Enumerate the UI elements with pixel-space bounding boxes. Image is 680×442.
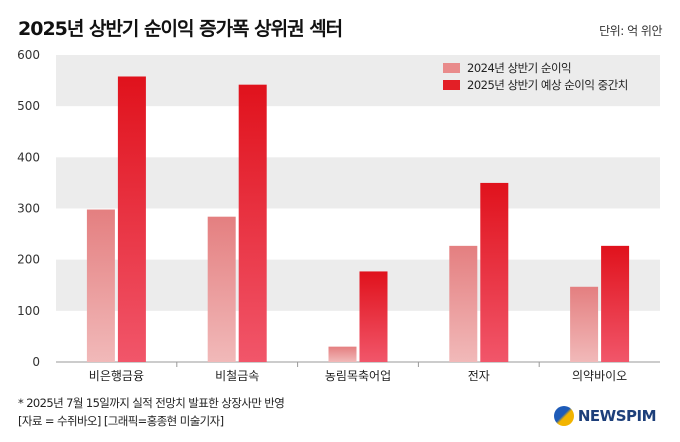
x-tick-label: 비은행금융 [89, 368, 144, 383]
bar-2024-3 [449, 245, 478, 362]
x-tick-label: 비철금속 [215, 369, 259, 383]
bar-2024-0 [86, 209, 115, 362]
unit-label: 단위: 억 위안 [599, 24, 662, 38]
bar-2025-4 [601, 245, 630, 362]
bar-2024-4 [570, 286, 599, 362]
x-tick-label: 전자 [468, 369, 490, 383]
y-tick-label: 200 [17, 253, 40, 267]
legend: 2024년 상반기 순이익 2025년 상반기 예상 순이익 중간치 [443, 61, 628, 92]
y-tick-label: 300 [17, 202, 40, 216]
x-tick-label: 농림목축어업 [325, 369, 391, 383]
bar-2025-0 [117, 76, 146, 363]
legend-swatch-0 [443, 63, 460, 73]
y-tick-label: 600 [17, 48, 40, 62]
y-tick-label: 0 [32, 355, 40, 369]
x-axis-labels: 비은행금융 비철금속 농림목축어업 전자 의약바이오 [89, 362, 627, 383]
grid-band [56, 157, 660, 209]
x-tick-label: 의약바이오 [572, 368, 627, 383]
chart-title: 2025년 상반기 순이익 증가폭 상위권 섹터 [18, 18, 343, 40]
source-credit: [자료 = 수쥐바오] [그래픽=홍종현 미술기자] [18, 414, 224, 428]
newspim-logo-icon [553, 406, 574, 426]
grid-bands [56, 55, 660, 363]
y-tick-label: 400 [17, 150, 40, 164]
footnote: * 2025년 7월 15일까지 실적 전망치 발표한 상장사만 반영 [18, 396, 285, 410]
y-tick-label: 100 [17, 304, 40, 318]
legend-label-0: 2024년 상반기 순이익 [467, 61, 571, 75]
legend-label-1: 2025년 상반기 예상 순이익 중간치 [467, 78, 628, 92]
grid-band [56, 259, 660, 311]
bar-2025-2 [359, 271, 388, 362]
logo-text: NEWSPIM [577, 407, 657, 425]
bar-2024-1 [207, 216, 236, 362]
bar-2024-2 [328, 346, 357, 362]
y-tick-label: 500 [17, 99, 40, 113]
legend-swatch-1 [443, 80, 460, 90]
bar-2025-1 [238, 84, 267, 362]
bar-2025-3 [480, 182, 509, 362]
grid-band [56, 55, 660, 107]
y-axis-labels: 0 100 200 300 400 500 600 [17, 48, 40, 369]
bars [86, 76, 630, 363]
newspim-logo: NEWSPIM [553, 406, 657, 426]
